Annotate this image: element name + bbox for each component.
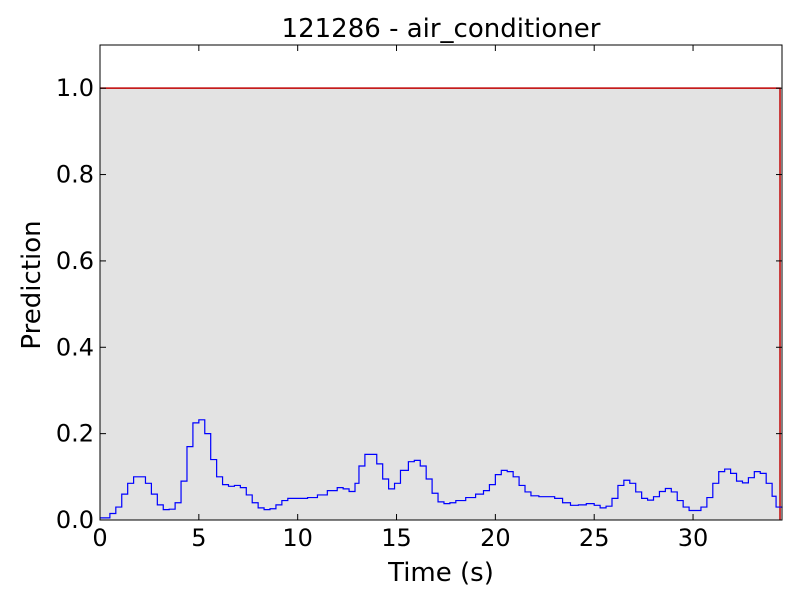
x-tick-label: 5 [191, 524, 206, 552]
x-tick-label: 15 [381, 524, 412, 552]
plot-area [99, 44, 783, 521]
y-axis-label: Prediction [17, 220, 47, 349]
x-tick-label: 20 [480, 524, 511, 552]
y-axis: 0.0 0.2 0.4 0.6 0.8 1.0 [56, 74, 782, 534]
x-axis-label: Time (s) [387, 558, 494, 588]
y-tick-label: 0.8 [56, 161, 94, 189]
y-tick-label: 0.0 [56, 506, 94, 534]
plot-frame [99, 44, 783, 521]
prediction-series-line [100, 419, 783, 519]
y-tick-label: 1.0 [56, 74, 94, 102]
y-tick-label: 0.4 [56, 333, 94, 361]
y-tick-label: 0.2 [56, 420, 94, 448]
x-tick-label: 0 [92, 524, 107, 552]
x-axis: 0 5 10 15 20 25 30 [92, 45, 708, 552]
x-tick-label: 25 [579, 524, 610, 552]
x-tick-label: 10 [282, 524, 313, 552]
ground-truth-region [100, 88, 781, 520]
y-tick-label: 0.6 [56, 247, 94, 275]
chart-title: 121286 - air_conditioner [282, 14, 601, 44]
x-tick-label: 30 [678, 524, 709, 552]
